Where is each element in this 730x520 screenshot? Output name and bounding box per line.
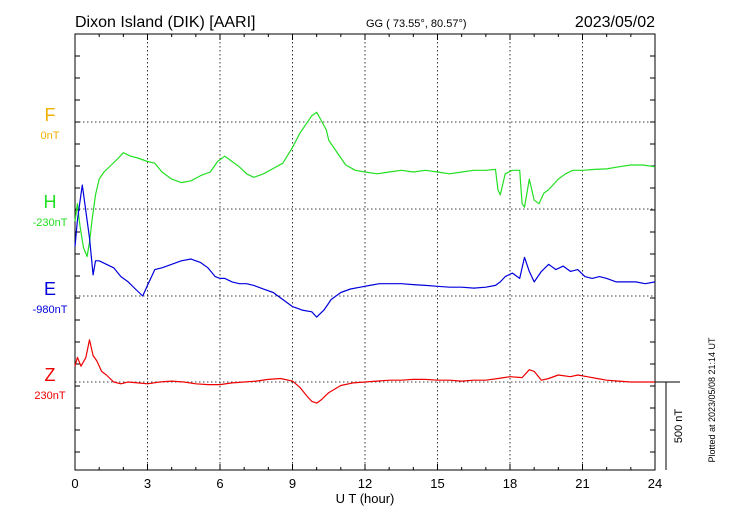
series-labels: F 0nT H -230nT E -980nT Z 230nT <box>33 105 68 402</box>
x-tick-label: 6 <box>216 476 223 491</box>
scale-bar-label: 500 nT <box>673 409 685 444</box>
traces <box>74 111 656 404</box>
series-baseline-f: 0nT <box>41 130 60 142</box>
series-name-h: H <box>44 192 57 212</box>
x-tick-label: 24 <box>648 476 662 491</box>
scale-bar: 500 nT <box>655 381 685 470</box>
x-tick-label: 0 <box>71 476 78 491</box>
x-tick-label: 3 <box>144 476 151 491</box>
coordinates-label: GG ( 73.55°, 80.57°) <box>366 18 467 30</box>
series-baseline-e: -980nT <box>33 304 68 316</box>
series-name-f: F <box>45 105 56 125</box>
x-axis-label: U T (hour) <box>336 491 395 506</box>
date-label: 2023/05/02 <box>575 14 655 31</box>
plotted-at-note: Plotted at 2023/05/08 21:14 UT <box>707 337 717 463</box>
series-line-z <box>74 339 655 404</box>
series-line-e <box>74 184 656 318</box>
series-name-e: E <box>44 279 56 299</box>
station-title: Dixon Island (DIK) [AARI] <box>75 14 256 31</box>
x-tick-label: 15 <box>430 476 444 491</box>
x-tick-label: 21 <box>575 476 589 491</box>
x-tick-label: 12 <box>358 476 372 491</box>
series-line-h <box>74 111 656 258</box>
x-tick-label: 18 <box>503 476 517 491</box>
series-baseline-z: 230nT <box>34 390 65 402</box>
x-tick-label: 9 <box>289 476 296 491</box>
series-name-z: Z <box>45 365 56 385</box>
grid <box>75 34 655 470</box>
axis-ticks: 0 3 6 9 12 15 18 21 24 <box>71 33 662 491</box>
series-baseline-h: -230nT <box>33 217 68 229</box>
